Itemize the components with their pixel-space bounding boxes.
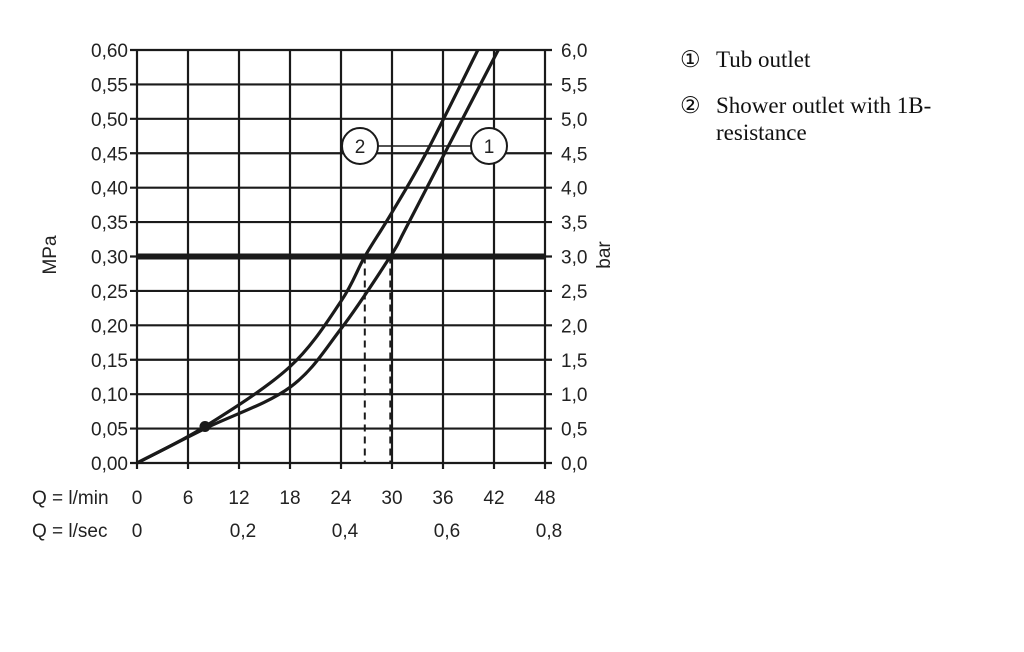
- x-tick-label: 30: [381, 488, 402, 509]
- y-tick-label-right: 6,0: [561, 41, 587, 62]
- tick-labels: 0 6 12 18 24 30 36 42 480 0,2 0,4 0,6 0,80,00 0,00,05…: [91, 41, 587, 542]
- y-axis-label-left: MPa: [40, 235, 61, 275]
- y-tick-label-left: 0,05: [91, 420, 128, 441]
- x-tick-label: 24: [330, 488, 352, 509]
- y-tick-label-left: 0,25: [91, 282, 128, 303]
- y-tick-label-right: 5,5: [561, 75, 587, 96]
- y-tick-label-left: 0,00: [91, 454, 128, 475]
- x-tick-label: 12: [228, 488, 249, 509]
- y-tick-label-left: 0,60: [91, 41, 128, 62]
- x-tick-label: 18: [279, 488, 300, 509]
- y-tick-label-right: 0,0: [561, 454, 587, 475]
- curves: [136, 49, 500, 465]
- y-tick-label-right: 1,0: [561, 385, 587, 406]
- y-tick-label-right: 5,0: [561, 110, 587, 131]
- y-tick-label-right: 0,5: [561, 420, 587, 441]
- x-axis-label-lmin: Q = l/min: [32, 488, 109, 509]
- y-axis-label-right: bar: [594, 241, 615, 269]
- legend-text-2: Shower outlet with 1B-resistance: [716, 93, 932, 145]
- y-tick-label-right: 4,5: [561, 144, 587, 165]
- callout-2: 2: [341, 127, 379, 165]
- x-tick-label: 0: [132, 488, 143, 509]
- y-tick-label-left: 0,10: [91, 385, 128, 406]
- y-tick-label-right: 2,0: [561, 316, 587, 337]
- y-tick-label-left: 0,20: [91, 316, 128, 337]
- y-tick-label-left: 0,30: [91, 248, 128, 269]
- y-tick-label-left: 0,55: [91, 75, 128, 96]
- reference-lines: [137, 145, 545, 463]
- x2-tick-label: 0,8: [536, 521, 562, 542]
- y-tick-label-left: 0,50: [91, 110, 128, 131]
- y-tick-label-right: 3,0: [561, 248, 587, 269]
- marker-point: [199, 421, 211, 433]
- x2-tick-label: 0,6: [434, 521, 460, 542]
- y-tick-label-right: 2,5: [561, 282, 587, 303]
- legend-text-1: Tub outlet: [716, 47, 811, 72]
- x2-tick-label: 0,2: [230, 521, 256, 542]
- x-tick-label: 36: [432, 488, 453, 509]
- x-tick-label: 48: [534, 488, 555, 509]
- x2-tick-label: 0,4: [332, 521, 359, 542]
- y-tick-label-right: 4,0: [561, 179, 587, 200]
- y-tick-label-left: 0,35: [91, 213, 128, 234]
- y-tick-label-right: 1,5: [561, 351, 587, 372]
- legend-number-2: ②: [680, 93, 701, 118]
- y-tick-label-left: 0,40: [91, 179, 128, 200]
- series-curve-2: [136, 49, 480, 465]
- x-axis-label-lsec: Q = l/sec: [32, 521, 108, 542]
- y-tick-label-left: 0,15: [91, 351, 128, 372]
- callout-2-label: 2: [355, 137, 366, 158]
- callout-1: 1: [470, 127, 508, 165]
- series-curve-1: [136, 49, 500, 465]
- x-tick-label: 6: [183, 488, 194, 509]
- x2-tick-label: 0: [132, 521, 143, 542]
- y-tick-label-left: 0,45: [91, 144, 128, 165]
- y-tick-label-right: 3,5: [561, 213, 587, 234]
- callout-1-label: 1: [484, 137, 495, 158]
- x-tick-label: 42: [483, 488, 504, 509]
- legend-number-1: ①: [680, 47, 701, 72]
